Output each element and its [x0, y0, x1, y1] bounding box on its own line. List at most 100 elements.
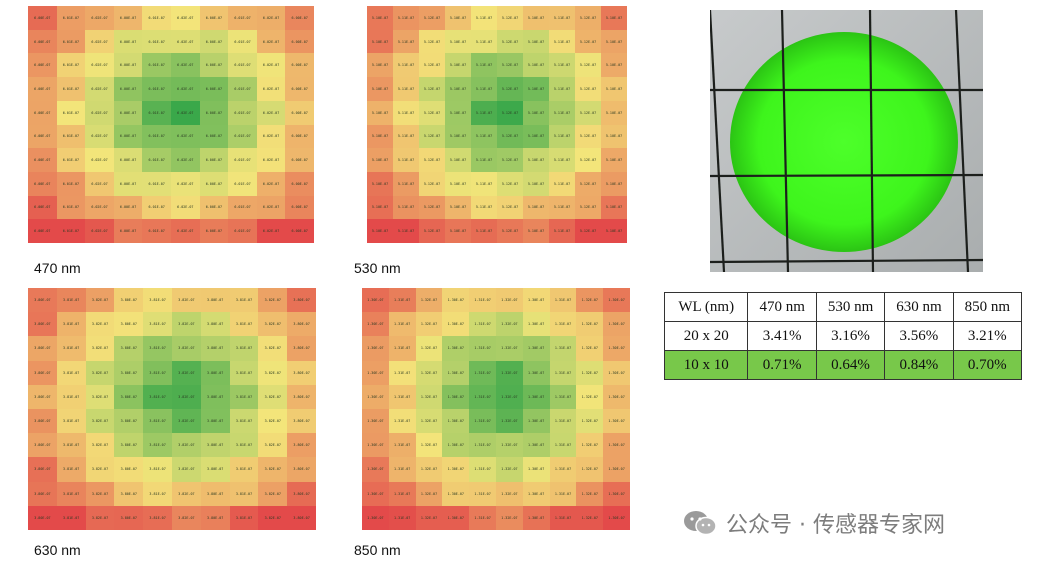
heatmap-cell: 1.30E-07 [522, 312, 550, 337]
heatmap-cell: 5.10E-07 [445, 29, 471, 54]
heatmap-cell: 5.10E-07 [523, 219, 549, 243]
heatmap-cell: 6.00E-07 [113, 124, 143, 149]
heatmap-cell: 5.10E-07 [601, 29, 627, 54]
heatmap-cell: 5.10E-07 [367, 148, 393, 172]
heatmap-cell: 5.10E-07 [601, 6, 627, 30]
heatmap-cell: 5.10E-07 [367, 6, 393, 30]
heatmap-cell: 5.12E-07 [575, 219, 601, 243]
heatmap-cell: 3.80E-07 [200, 384, 230, 409]
heatmap-cell: 3.82E-07 [258, 457, 288, 482]
heatmap-cell: 1.31E-07 [549, 409, 577, 434]
heatmap-cell: 6.02E-07 [171, 171, 200, 196]
heatmap-cell: 6.02E-07 [256, 53, 286, 78]
heatmap-cell: 3.82E-07 [258, 288, 288, 313]
heatmap-cell: 6.01E-07 [56, 6, 86, 30]
heatmap-cell: 1.31E-07 [388, 433, 416, 458]
heatmap-cell: 3.80E-07 [114, 505, 144, 530]
heatmap-cell: 3.80E-07 [28, 457, 57, 482]
heatmap-cell: 3.80E-07 [114, 312, 144, 337]
heatmap-cell: 1.30E-07 [362, 360, 389, 385]
heatmap-cell: 1.30E-07 [442, 409, 470, 434]
heatmap-cell: 6.01E-07 [142, 124, 171, 149]
heatmap-cell: 5.10E-07 [367, 77, 393, 101]
table-header-row: WL (nm) 470 nm 530 nm 630 nm 850 nm [663, 292, 1023, 322]
heatmap-cell: 5.11E-07 [471, 148, 497, 172]
heatmap-cell: 3.81E-07 [56, 457, 86, 482]
heatmap-cell: 6.02E-07 [85, 100, 114, 125]
heatmap-cell: 6.01E-07 [142, 77, 171, 101]
heatmap-cell: 6.01E-07 [142, 100, 171, 125]
heatmap-cell: 5.11E-07 [393, 53, 419, 78]
heatmap-cell: 6.02E-07 [256, 124, 286, 149]
heatmap-cell: 6.01E-07 [228, 219, 257, 243]
heatmap-cell: 6.02E-07 [256, 195, 286, 220]
heatmap-cell: 1.31E-07 [549, 505, 577, 530]
heatmap-cell: 6.00E-07 [285, 53, 314, 78]
heatmap-cell: 5.11E-07 [471, 100, 497, 125]
heatmap-cell: 6.02E-07 [256, 171, 286, 196]
heatmap-cell: 5.11E-07 [471, 29, 497, 54]
heatmap-cell: 1.30E-07 [603, 288, 630, 313]
heatmap-cell: 6.01E-07 [56, 171, 86, 196]
heatmap-cell: 3.80E-07 [200, 457, 230, 482]
heatmap-cell: 6.00E-07 [199, 171, 229, 196]
heatmap-cell: 5.10E-07 [367, 171, 393, 196]
heatmap-cell: 6.02E-07 [85, 124, 114, 149]
heatmap-cell: 5.11E-07 [549, 53, 575, 78]
table-header-cell: 630 nm [884, 292, 954, 322]
heatmap-cell: 5.10E-07 [523, 100, 549, 125]
heatmap-cell: 5.12E-07 [575, 171, 601, 196]
heatmap-cell: 3.80E-07 [114, 384, 144, 409]
heatmap-cell: 5.11E-07 [549, 6, 575, 30]
heatmap-cell: 3.82E-07 [171, 505, 201, 530]
heatmap-cell: 5.11E-07 [549, 77, 575, 101]
heatmap-cell: 6.01E-07 [228, 100, 257, 125]
heatmap-cell: 3.81E-07 [143, 336, 172, 361]
heatmap-cell: 6.01E-07 [56, 148, 86, 172]
heatmap-cell: 3.82E-07 [85, 360, 115, 385]
heatmap-cell: 3.82E-07 [85, 433, 115, 458]
heatmap-cell: 6.00E-07 [285, 124, 314, 149]
table-header-cell: 530 nm [815, 292, 886, 322]
heatmap-cell: 5.12E-07 [497, 219, 523, 243]
heatmap-cell: 6.02E-07 [256, 6, 286, 30]
heatmap-cell: 1.30E-07 [442, 505, 470, 530]
heatmap-cell: 1.32E-07 [415, 288, 443, 313]
heatmap-cell: 3.80E-07 [28, 288, 57, 313]
table-cell: 0.84% [884, 350, 954, 380]
heatmap-cell: 5.12E-07 [575, 53, 601, 78]
heatmap-cell: 1.32E-07 [495, 433, 523, 458]
heatmap-cell: 6.01E-07 [56, 219, 86, 243]
heatmap-cell: 3.80E-07 [28, 481, 57, 506]
heatmap-cell: 5.12E-07 [497, 77, 523, 101]
heatmap-cell: 6.00E-07 [199, 219, 229, 243]
heatmap-cell: 6.02E-07 [85, 171, 114, 196]
heatmap-cell: 3.80E-07 [114, 481, 144, 506]
heatmap-cell: 5.11E-07 [549, 219, 575, 243]
heatmap-cell: 6.01E-07 [56, 124, 86, 149]
heatmap-cell: 1.32E-07 [495, 457, 523, 482]
heatmap-cell: 3.82E-07 [85, 336, 115, 361]
heatmap-cell: 1.31E-07 [549, 433, 577, 458]
heatmap-cell: 5.12E-07 [497, 6, 523, 30]
heatmap-cell: 1.32E-07 [495, 481, 523, 506]
heatmap-cell: 5.11E-07 [393, 124, 419, 149]
heatmap-cell: 1.32E-07 [576, 336, 604, 361]
heatmap-cell: 1.30E-07 [522, 288, 550, 313]
heatmap-cell: 3.80E-07 [287, 409, 316, 434]
heatmap-cell: 5.11E-07 [393, 195, 419, 220]
heatmap-cell: 5.11E-07 [393, 219, 419, 243]
heatmap-cell: 5.10E-07 [601, 124, 627, 149]
table-cell: 20 x 20 [663, 321, 749, 351]
heatmap-cell: 1.32E-07 [576, 288, 604, 313]
heatmap-cell: 3.80E-07 [200, 481, 230, 506]
heatmap-cell: 6.00E-07 [113, 6, 143, 30]
heatmap-cell: 6.00E-07 [199, 100, 229, 125]
heatmap-cell: 5.10E-07 [367, 219, 393, 243]
heatmap-cell: 5.12E-07 [497, 171, 523, 196]
heatmap-cell: 1.30E-07 [522, 409, 550, 434]
heatmap-cell: 3.80E-07 [200, 360, 230, 385]
heatmap-cell: 5.11E-07 [549, 100, 575, 125]
heatmap-cell: 6.00E-07 [28, 53, 57, 78]
heatmap-cell: 1.32E-07 [495, 360, 523, 385]
